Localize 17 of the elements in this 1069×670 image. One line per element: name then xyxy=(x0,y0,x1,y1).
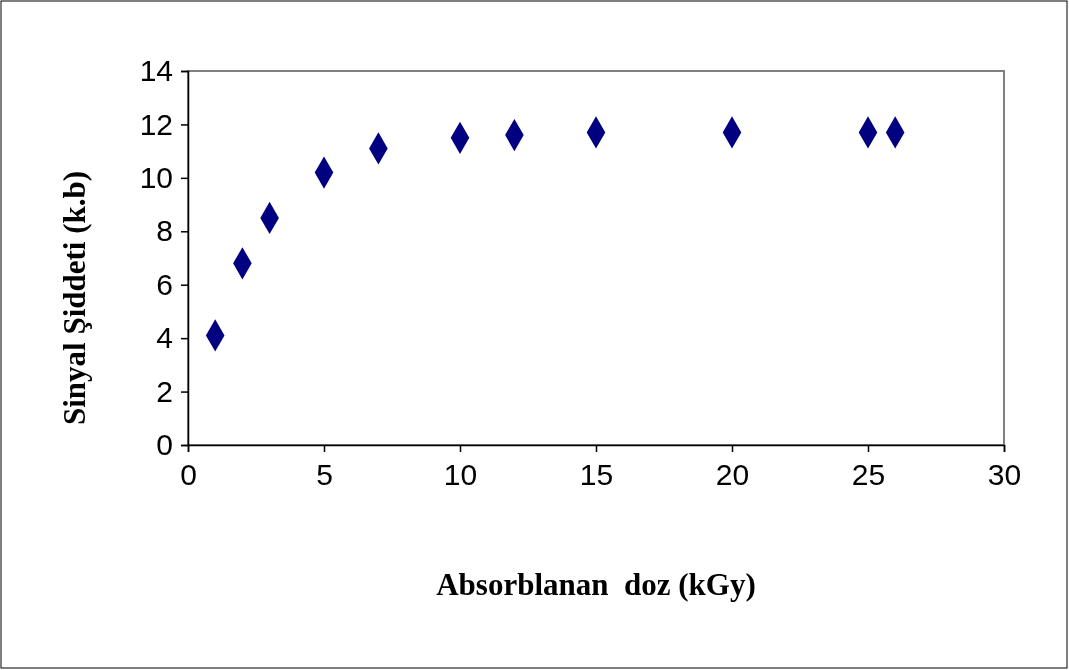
y-axis-title: Sinyal Şiddeti (k.b) xyxy=(57,170,92,426)
x-tick-label: 25 xyxy=(851,458,886,492)
y-tick-label: 14 xyxy=(139,54,173,88)
y-tick-label: 4 xyxy=(156,321,173,355)
x-tick-label: 15 xyxy=(579,458,614,492)
y-tick-label: 10 xyxy=(139,160,173,194)
x-tick-label: 20 xyxy=(715,458,750,492)
y-tick-label: 12 xyxy=(139,107,173,141)
y-tick-label: 6 xyxy=(156,267,173,301)
y-tick-label: 0 xyxy=(156,428,173,462)
x-tick-label: 5 xyxy=(316,458,333,492)
x-tick-label: 0 xyxy=(180,458,197,492)
x-tick-label: 30 xyxy=(987,458,1022,492)
y-tick-label: 2 xyxy=(156,374,173,408)
y-tick-label: 8 xyxy=(156,214,173,248)
x-tick-label: 10 xyxy=(443,458,478,492)
x-axis-title: Absorblanan doz (kGy) xyxy=(436,567,756,602)
